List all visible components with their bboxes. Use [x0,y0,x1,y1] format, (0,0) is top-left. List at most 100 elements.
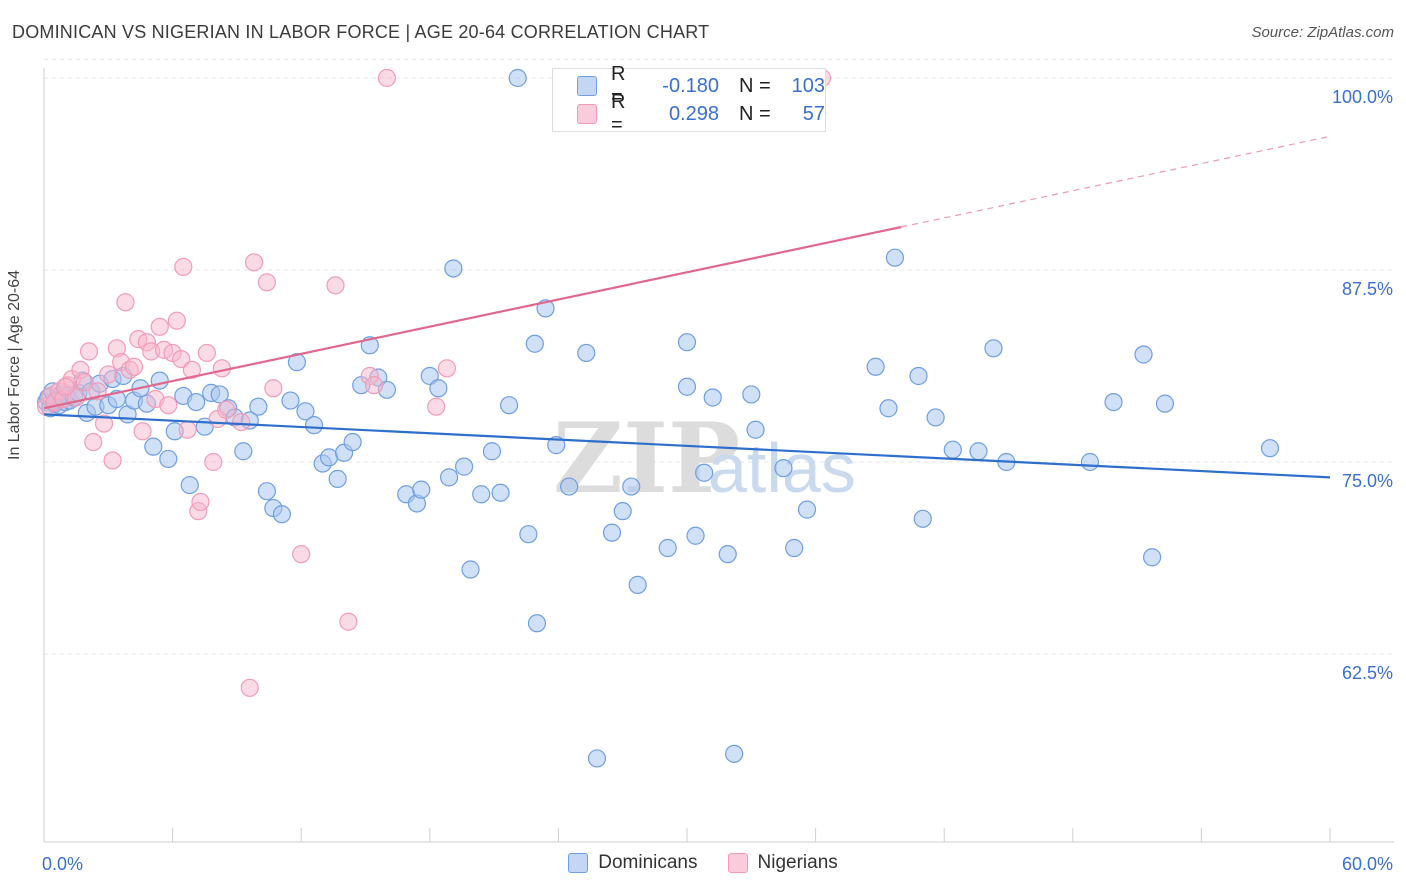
legend-label: Nigerians [757,852,838,873]
nigerian-trend-extension [901,135,1331,228]
dominican-point [272,505,292,524]
dominican-legend-swatch [568,853,589,873]
nigerian-point [364,376,384,395]
dominican-point [439,468,459,487]
dominican-point [703,388,722,407]
gridlines [44,59,1394,655]
dominican-point [281,391,300,410]
dominican-point [602,523,622,542]
dominican-point [742,385,761,404]
nigerian-point [197,343,216,363]
dominican-point [150,371,169,390]
nigerian-point [217,400,236,419]
dominican-point [547,436,566,455]
dominican-point [885,248,905,267]
nigerian-point [437,359,457,378]
dominican-point [658,538,677,558]
nigerian-point [167,311,186,330]
dominican-point [319,448,339,467]
nigerian-point [244,253,264,272]
nigerian-point [84,432,103,452]
dominican-point [587,749,607,768]
dominican-point [343,432,362,452]
dominican-point [304,416,324,435]
dominican-point [472,485,491,504]
nigerian-point [292,545,311,564]
dominican-point [1104,392,1123,412]
watermark: ZIP atlas [553,402,856,515]
dominican-trend-line [43,413,1331,479]
dominican-point [926,408,945,427]
dominican-point [144,437,163,456]
dominican-point [210,385,229,404]
dominican-point [187,392,206,412]
x-tick-label: 0.0% [42,854,83,874]
dominican-point [180,475,199,495]
dominican-point [725,744,744,763]
dominican-point [508,68,527,88]
nigerian-legend-swatch [727,853,748,873]
chart-title: DOMINICAN VS NIGERIAN IN LABOR FORCE | A… [12,22,710,42]
nigerian-point [150,317,169,336]
trend-lines [43,135,1331,479]
nigerian-point [116,293,135,312]
dominican-point [913,509,932,528]
nigerian-point [133,422,152,441]
source-label: Source: ZipAtlas.com [1251,24,1394,41]
y-tick-label: 100.0% [1332,87,1393,107]
dominican-point [785,538,804,558]
r-value: -0.180 [662,74,719,97]
dominican-point [879,399,898,418]
dominican-point [500,396,519,415]
dominican-point [519,525,538,544]
dominican-point [482,442,502,461]
nigerian-point [191,492,210,512]
dominican-point [525,334,544,353]
dominican-point [613,502,632,521]
nigerian-point [264,379,283,398]
nigerian-point [79,342,99,361]
nigerian-point [339,612,358,631]
dominican-point [159,449,178,469]
nigerian-point [103,451,122,470]
nigerian-point [240,678,259,697]
r-label: R = [611,91,626,136]
legend-label: Dominicans [598,852,698,873]
dominican-point [1155,394,1175,413]
legend-item-dominicans[interactable]: Dominicans [568,852,698,874]
dominican-point [677,377,697,396]
dominican-point [866,357,885,376]
nigerian-point [159,396,178,415]
dominican-point [249,397,268,416]
nigerian-point [257,273,277,292]
dominican-point [1134,345,1153,364]
dominican-point [943,440,962,459]
dominican-point [718,545,737,564]
dominican-point [234,442,253,461]
nigerian-point [94,414,114,433]
dominican-point [1080,452,1100,472]
n-value: 57 [802,102,825,125]
r-label: R = [611,63,626,108]
dominican-point [969,442,988,461]
nigerian-point [174,257,193,277]
dominican-point [686,526,705,545]
nigerian-point [427,397,446,416]
nigerian-point [172,349,191,369]
watermark-zip: ZIP [553,402,740,515]
legend-item-nigerians[interactable]: Nigerians [727,852,838,874]
dominican-point [695,463,714,482]
n-value: 103 [791,74,825,97]
nigerian-point [377,68,397,88]
dominican-point [560,477,579,496]
dominican-point [577,343,596,363]
nigerian-point [232,412,251,432]
nigerian-point [204,452,223,472]
dominican-point [622,477,641,496]
nigerian-point [326,276,345,295]
x-tick-label: 60.0% [1342,854,1393,874]
dominican-point [628,575,647,594]
dominican-point [774,459,793,478]
tick-labels: 62.5% 75.0% 87.5% 100.0% 0.0% 60.0% [42,87,1393,874]
